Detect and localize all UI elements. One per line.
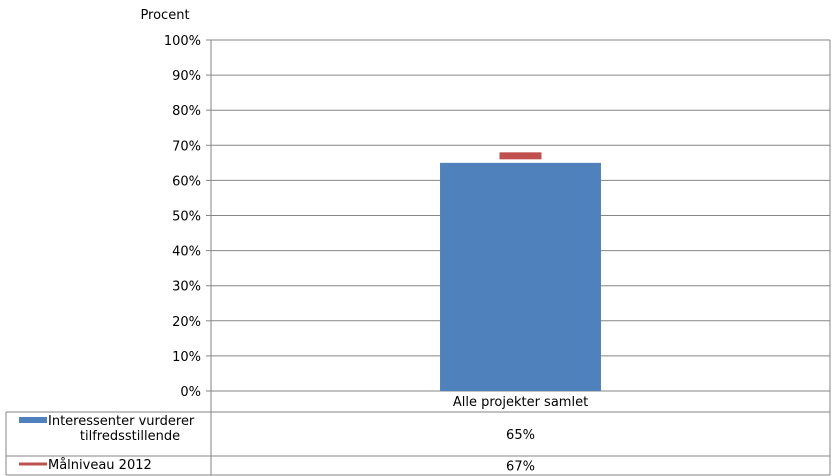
bar bbox=[440, 162, 601, 391]
y-axis-title: Procent bbox=[140, 8, 189, 23]
y-tick-label: 70% bbox=[172, 139, 201, 154]
y-tick-label: 10% bbox=[172, 350, 201, 365]
y-tick-label: 30% bbox=[172, 280, 201, 295]
y-tick-label: 60% bbox=[172, 174, 201, 189]
y-tick-label: 50% bbox=[172, 210, 201, 225]
data-value-label: 65% bbox=[506, 428, 535, 443]
y-tick-label: 0% bbox=[180, 385, 201, 400]
legend-label: tilfredsstillende bbox=[80, 429, 180, 444]
data-table: Alle projekter samlet Interessenter vurde… bbox=[5, 40, 831, 476]
legend-swatch bbox=[19, 417, 47, 423]
data-value-label: 67% bbox=[506, 460, 535, 475]
y-tick-label: 100% bbox=[164, 34, 201, 49]
legend-label: Interessenter vurderer bbox=[48, 414, 195, 429]
x-category-label: Alle projekter samlet bbox=[453, 395, 588, 410]
y-tick-label: 20% bbox=[172, 315, 201, 330]
y-tick-label: 80% bbox=[172, 104, 201, 119]
target-marker bbox=[499, 152, 542, 160]
bars bbox=[440, 152, 601, 391]
y-tick-label: 40% bbox=[172, 245, 201, 260]
legend-label: Målniveau 2012 bbox=[48, 458, 152, 473]
y-tick-label: 90% bbox=[172, 69, 201, 84]
y-axis-ticks: 0% 10% 20% 30% 40% 50% 60% 70% 80% 90% 100% bbox=[164, 34, 201, 400]
